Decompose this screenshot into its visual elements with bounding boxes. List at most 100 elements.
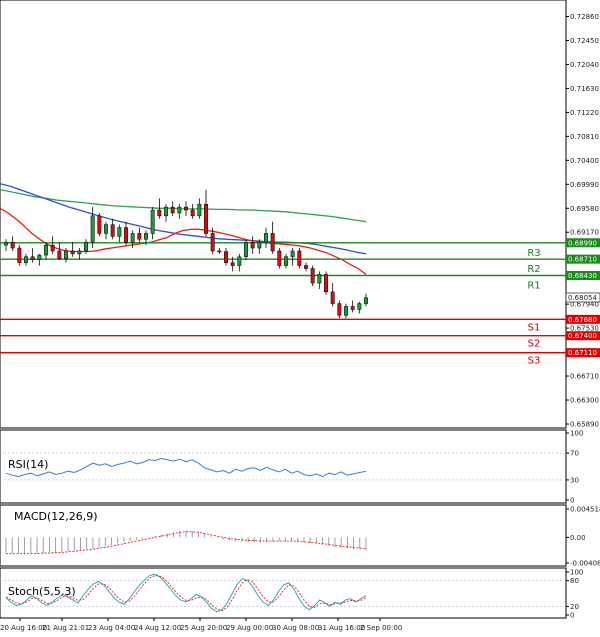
candle-body bbox=[324, 274, 328, 293]
level-tag-r3 bbox=[566, 238, 600, 248]
stoch-d-line bbox=[5, 574, 367, 612]
time-tick-label: 30 Aug 08:00 bbox=[272, 624, 319, 632]
candle-body bbox=[217, 250, 222, 253]
level-tag-s3 bbox=[566, 348, 600, 358]
candle-body bbox=[130, 233, 135, 243]
price-tick-label: 0.69990 bbox=[570, 181, 599, 189]
level-tag-text-r2: 0.68710 bbox=[568, 256, 597, 264]
candle-body bbox=[104, 224, 108, 234]
level-name-r2: R2 bbox=[527, 264, 540, 275]
macd-signal-line bbox=[6, 531, 367, 555]
candle-body bbox=[184, 206, 188, 211]
price-tick-label: 0.70810 bbox=[570, 133, 599, 141]
time-tick-label: 31 Aug 16:00 bbox=[318, 624, 365, 632]
candle-body bbox=[97, 215, 102, 234]
candle-body bbox=[57, 250, 62, 259]
current-price-text: 0.68054 bbox=[568, 294, 597, 302]
candle-body bbox=[210, 233, 215, 252]
candle-body bbox=[224, 251, 228, 263]
stoch-k-line bbox=[5, 573, 367, 613]
rsi-tick-label: 70 bbox=[570, 450, 579, 458]
price-tick-label: 0.67530 bbox=[570, 325, 599, 333]
price-tick-label: 0.69580 bbox=[570, 205, 599, 213]
candle-body bbox=[30, 256, 35, 260]
candle-body bbox=[150, 209, 155, 234]
stoch-tick-label: 20 bbox=[570, 603, 579, 611]
price-tick-label: 0.72860 bbox=[570, 13, 599, 21]
candle-body bbox=[230, 262, 235, 266]
ma-short-line bbox=[0, 207, 367, 275]
candle-body bbox=[270, 233, 275, 252]
time-tick-label: 25 Aug 20:00 bbox=[180, 624, 227, 632]
candle-body bbox=[124, 227, 128, 243]
candle-body bbox=[264, 233, 268, 243]
price-tick-label: 0.69170 bbox=[570, 229, 599, 237]
candle-body bbox=[277, 250, 282, 266]
time-tick-label: 21 Aug 21:01 bbox=[42, 624, 89, 632]
stoch-tick-label: 0 bbox=[570, 612, 574, 620]
level-tag-text-r3: 0.68990 bbox=[568, 239, 597, 247]
rsi-tick-label: 100 bbox=[570, 430, 583, 438]
candle-body bbox=[297, 250, 302, 266]
candle-body bbox=[4, 241, 8, 246]
candle-body bbox=[190, 209, 195, 217]
time-tick-label: 2 Sep 00:00 bbox=[360, 624, 402, 632]
stoch-panel-frame bbox=[0, 567, 567, 619]
candle-body bbox=[244, 241, 248, 258]
candle-body bbox=[357, 303, 362, 310]
candle-body bbox=[330, 291, 335, 304]
price-tick-label: 0.71630 bbox=[570, 85, 599, 93]
candle-body bbox=[310, 268, 315, 284]
time-tick-label: 23 Aug 04:00 bbox=[88, 624, 135, 632]
candle-body bbox=[177, 206, 182, 214]
level-tag-s1 bbox=[566, 314, 600, 324]
macd-tick-label: 0.00 bbox=[570, 534, 586, 542]
candle-body bbox=[204, 203, 208, 234]
price-tick-label: 0.70400 bbox=[570, 157, 599, 165]
level-name-r1: R1 bbox=[527, 281, 540, 292]
stoch-tick-label: 100 bbox=[570, 569, 583, 577]
candle-body bbox=[284, 256, 288, 266]
level-name-s2: S2 bbox=[528, 339, 541, 350]
candle-body bbox=[304, 265, 308, 269]
stoch-tick-label: 80 bbox=[570, 577, 579, 585]
price-tick-label: 0.66710 bbox=[570, 373, 599, 381]
level-tag-text-s1: 0.67680 bbox=[568, 316, 597, 324]
rsi-panel-frame bbox=[0, 429, 567, 504]
candle-body bbox=[364, 297, 368, 304]
level-tag-text-s2: 0.67400 bbox=[568, 332, 597, 340]
price-tick-label: 0.71220 bbox=[570, 109, 599, 117]
candle-body bbox=[317, 274, 322, 284]
macd-tick-label: 0.004518 bbox=[570, 506, 600, 514]
candle-body bbox=[144, 233, 148, 240]
level-tag-s2 bbox=[566, 331, 600, 341]
price-tick-label: 0.67940 bbox=[570, 301, 599, 309]
rsi-tick-label: 30 bbox=[570, 476, 579, 484]
macd-title: MACD(12,26,9) bbox=[14, 510, 98, 523]
price-tick-label: 0.72040 bbox=[570, 61, 599, 69]
candle-body bbox=[290, 250, 295, 258]
level-name-s1: S1 bbox=[528, 322, 541, 333]
ma-long-line bbox=[0, 188, 367, 223]
rsi-tick-label: 0 bbox=[570, 497, 574, 505]
level-tag-r1 bbox=[566, 271, 600, 281]
candle-body bbox=[157, 209, 162, 217]
candle-body bbox=[344, 306, 348, 316]
time-tick-label: 24 Aug 12:00 bbox=[134, 624, 181, 632]
rsi-line bbox=[5, 457, 367, 478]
candle-body bbox=[24, 256, 28, 263]
macd-tick-label: -0.00408 bbox=[570, 560, 600, 568]
stoch-title: Stoch(5,5,3) bbox=[8, 585, 76, 598]
candle-body bbox=[197, 203, 202, 217]
time-tick-label: 29 Aug 00:00 bbox=[226, 624, 273, 632]
current-price-tag bbox=[565, 292, 600, 303]
candle-body bbox=[84, 241, 88, 252]
candle-body bbox=[70, 250, 75, 255]
level-tag-text-r1: 0.68430 bbox=[568, 272, 597, 280]
candle-body bbox=[257, 241, 262, 249]
candle-body bbox=[10, 241, 15, 249]
candle-body bbox=[164, 206, 168, 217]
level-name-r3: R3 bbox=[527, 248, 540, 259]
candle-body bbox=[337, 303, 342, 316]
